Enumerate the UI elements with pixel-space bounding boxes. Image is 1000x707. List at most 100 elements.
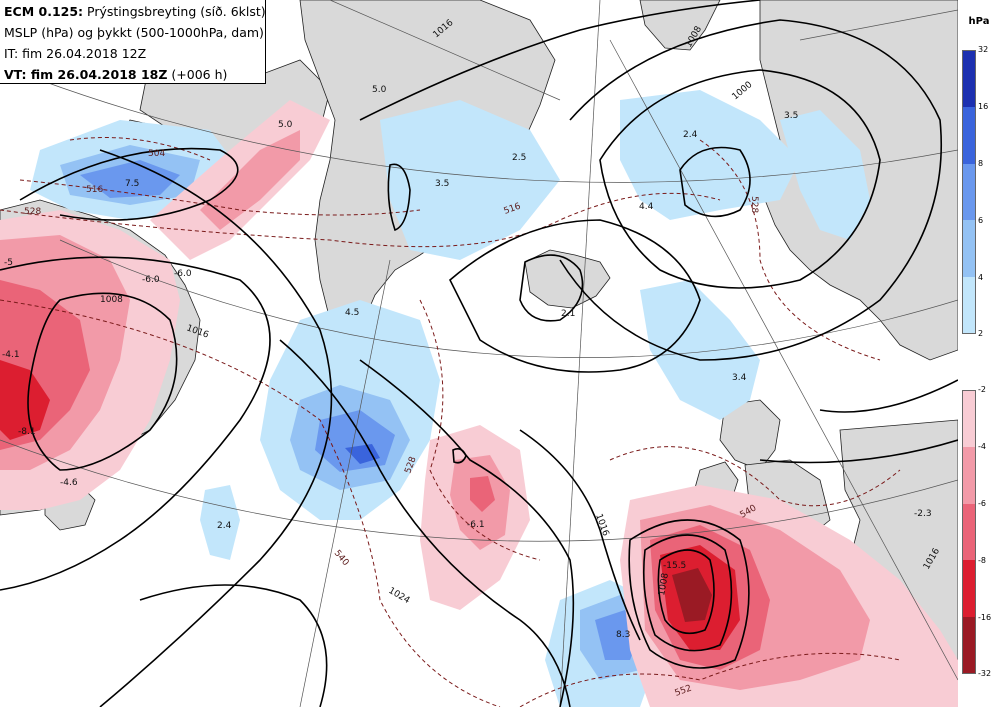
isobar-low-labrador [27,292,178,471]
change-label-9: 2.1 [561,309,575,319]
legend-tick-fall-2: -2 [978,385,986,394]
meridian-1 [329,0,561,101]
meridian-5 [609,39,958,681]
legend-fall-segment-4 [963,560,975,617]
isobar-1008-north [559,19,943,361]
rise-area-greenland-east [380,100,560,260]
legend-fall-segment-5 [963,616,975,674]
thickness-contour-504 [69,137,211,161]
isobar-1024-central [279,339,571,707]
change-label-20: -15.5 [663,561,686,571]
isobar-1016-north [359,0,761,121]
latitude-line-1 [39,79,958,183]
title-line-init: IT: fim 26.04.2018 12Z [4,46,147,61]
fall-area-central-atlantic-6 [470,476,495,512]
isobar-greenland-loop [387,163,411,232]
change-label-3: 5.0 [372,85,387,95]
latitude-line-3 [0,439,958,542]
thickness-contour-528-mid [419,299,541,561]
change-label-7: 3.5 [784,111,798,121]
isobar-1008-iceland [449,219,701,373]
isobar-east-band-2 [759,439,958,464]
lead-time: (+006 h) [171,67,228,82]
pressure-change-fields [0,90,958,707]
change-label-8: 4.4 [639,202,654,212]
change-label-14: -4.1 [2,350,20,360]
thickness-contours [0,137,901,707]
title-line-valid: VT: fim 26.04.2018 18Z (+006 h) [4,64,265,85]
isobar-1016-west [99,149,333,707]
thickness-contour-552 [519,652,901,707]
legend-tick-fall-6: -6 [978,499,986,508]
title-line-product: ECM 0.125: Prýstingsbreyting (síð. 6klst… [4,1,266,22]
legend-rise-segment-4 [963,220,975,277]
rise-area-baffin-6 [80,160,180,198]
change-label-1: 7.5 [125,179,139,189]
color-legend: hPa 32 16 8 6 4 2 -2 -4 -6 -8 -16 -32 [958,0,1000,707]
isobar-label-4: 1008 [100,295,123,305]
change-label-2: 5.0 [278,120,293,130]
change-label-15: -8.1 [18,427,36,437]
change-label-22: 3.4 [732,373,747,383]
legend-tick-rise-8: 8 [978,159,984,168]
isobar-low-southeast-3 [628,519,750,669]
rise-area-core [345,444,380,464]
isobar-1016-east [519,429,641,641]
change-label-21: -2.3 [914,509,932,519]
change-label-19: 8.3 [616,630,630,640]
fall-area-southeast-16 [672,568,712,622]
change-label-5: 2.5 [512,153,526,163]
rise-area-norwegian-sea-south [640,280,760,420]
change-label-12: -6.0 [174,269,192,279]
isobar-high-southwest [139,584,328,707]
isobar-east-band [819,379,958,413]
change-label-18: -6.1 [467,520,485,530]
land-svalbard [639,0,721,51]
valid-time: VT: fim 26.04.2018 18Z [4,67,168,82]
fall-area-labrador-sea-8 [0,360,50,440]
product-name: Prýstingsbreyting (síð. 6klst) [87,4,266,19]
change-label-13: -5 [4,258,13,268]
meridian-2 [559,0,601,707]
legend-rise-bar [962,50,976,334]
change-label-11: -6.0 [142,275,160,285]
legend-tick-fall-32: -32 [978,669,992,678]
legend-tick-rise-4: 4 [978,273,984,282]
legend-tick-rise-32: 32 [978,45,989,54]
meridian-4 [299,259,391,707]
change-label-6: 2.4 [683,130,698,140]
thickness-label-8: 528 [749,196,759,213]
change-label-4: 3.5 [435,179,449,189]
thickness-contour-540-east [609,446,901,507]
legend-tick-rise-6: 6 [978,216,984,225]
legend-tick-rise-16: 16 [978,102,989,111]
thickness-contour-528-east [699,139,881,361]
isobar-low-southeast-2 [643,534,733,652]
thickness-label-3: 528 [24,207,41,217]
change-label-16: -4.6 [60,478,78,488]
legend-fall-segment-2 [963,447,975,504]
model-name: ECM 0.125: [4,4,84,19]
isobar-1000-north [599,69,881,289]
isobar-low-southeast [657,549,715,635]
legend-rise-segment-5 [963,276,975,334]
legend-tick-fall-4: -4 [978,442,986,451]
title-line-fields: MSLP (hPa) og þykkt (500-1000hPa, dam) [4,25,264,40]
legend-rise-segment-1 [963,51,975,108]
legend-unit: hPa [968,16,990,27]
legend-tick-fall-8: -8 [978,556,986,565]
isobar-1016-central [359,359,575,707]
isobar-low-baffin [19,147,239,221]
thickness-contour-540 [0,299,501,707]
legend-tick-fall-16: -16 [978,613,992,622]
isobars [0,0,958,707]
map-title-box: ECM 0.125: Prýstingsbreyting (síð. 6klst… [0,0,266,84]
isobar-1008-west [0,256,271,591]
pressure-change-map: 1016 1008 1000 1008 1016 1024 1008 1016 … [0,0,958,707]
thickness-label-2: 516 [86,185,103,195]
rise-area-norwegian-sea [620,90,800,220]
meridian-3 [799,9,958,41]
legend-rise-segment-3 [963,163,975,221]
thickness-label-1: 504 [148,149,165,159]
